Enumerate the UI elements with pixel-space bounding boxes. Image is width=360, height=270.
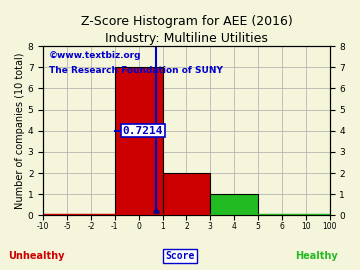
Text: ©www.textbiz.org: ©www.textbiz.org bbox=[49, 51, 141, 60]
Text: Score: Score bbox=[165, 251, 195, 261]
Bar bbox=[162, 173, 210, 215]
Text: 0.7214: 0.7214 bbox=[122, 126, 163, 136]
Text: Healthy: Healthy bbox=[296, 251, 338, 261]
Bar bbox=[115, 67, 162, 215]
Title: Z-Score Histogram for AEE (2016)
Industry: Multiline Utilities: Z-Score Histogram for AEE (2016) Industr… bbox=[81, 15, 292, 45]
Text: Unhealthy: Unhealthy bbox=[8, 251, 64, 261]
Text: The Research Foundation of SUNY: The Research Foundation of SUNY bbox=[49, 66, 223, 76]
Y-axis label: Number of companies (10 total): Number of companies (10 total) bbox=[15, 53, 25, 209]
Bar bbox=[210, 194, 258, 215]
